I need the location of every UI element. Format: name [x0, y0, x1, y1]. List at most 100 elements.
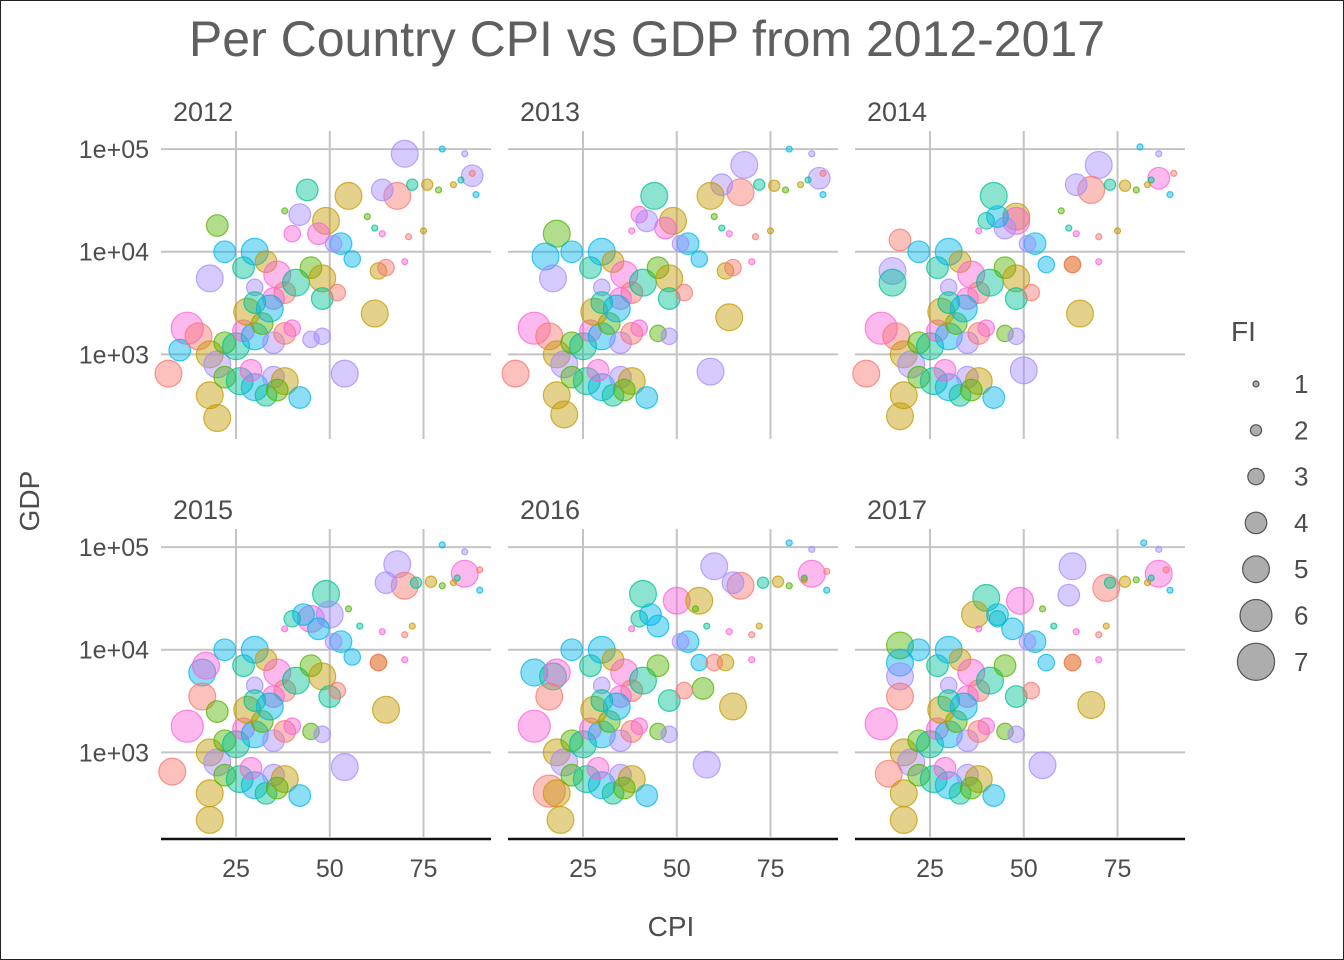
data-point [476, 566, 484, 574]
data-point [449, 181, 458, 189]
data-point [438, 145, 446, 153]
data-point [1063, 653, 1082, 672]
data-point [328, 283, 347, 302]
data-point [438, 582, 446, 590]
data-point [292, 603, 315, 626]
data-point [800, 576, 808, 584]
data-point [532, 774, 566, 808]
facet-panels: 2012 1e+03 1e+04 1e+05 2013 2014 2015 1e+03 1e+0… [79, 97, 1185, 883]
data-point [283, 224, 302, 243]
data-point [933, 358, 957, 382]
data-point [262, 287, 285, 310]
data-point [628, 666, 657, 695]
data-point [660, 327, 679, 346]
data-point [718, 224, 726, 232]
data-point [288, 386, 312, 409]
data-point [959, 776, 983, 800]
data-point [1004, 287, 1028, 310]
data-point [934, 237, 963, 266]
data-point [1023, 630, 1047, 654]
data-point [967, 679, 991, 703]
facet-label: 2015 [173, 495, 233, 525]
data-point [797, 559, 826, 588]
data-point [188, 682, 217, 711]
data-point [1064, 173, 1088, 197]
data-point [675, 283, 694, 302]
data-point [808, 545, 816, 553]
data-point [888, 228, 912, 252]
legend-key [1252, 380, 1260, 388]
data-point [273, 281, 297, 305]
x-tick-label: 25 [916, 855, 944, 883]
data-point [546, 805, 575, 834]
data-point [635, 784, 659, 807]
data-point [1166, 586, 1174, 594]
data-point [993, 216, 1017, 240]
data-point [1143, 181, 1152, 189]
data-point [646, 654, 670, 678]
data-point [240, 635, 269, 664]
data-point [959, 378, 983, 402]
data-point [718, 692, 747, 721]
facet-panel-2016: 2016 25 50 75 [508, 495, 838, 883]
data-point [1002, 206, 1031, 235]
data-point [1155, 545, 1163, 553]
data-point [676, 630, 700, 654]
data-point [590, 689, 614, 712]
data-point [1065, 224, 1073, 232]
data-point [748, 631, 756, 639]
data-point [1077, 690, 1106, 719]
data-point [671, 632, 690, 651]
data-point [1022, 681, 1041, 700]
data-point [700, 552, 729, 581]
data-point [295, 178, 319, 202]
data-point [1113, 227, 1122, 235]
data-point [975, 666, 1004, 695]
data-point [646, 256, 670, 280]
legend-title: FI [1231, 316, 1256, 347]
x-tick-label: 50 [316, 855, 344, 883]
data-point [889, 805, 918, 834]
data-point [1065, 299, 1094, 328]
data-point [372, 695, 401, 724]
data-point [1007, 327, 1026, 346]
data-point [343, 648, 362, 666]
x-axis-title: CPI [648, 911, 695, 942]
data-point [1118, 179, 1132, 192]
data-point [401, 631, 409, 639]
data-point [245, 278, 264, 297]
data-point [852, 359, 881, 388]
data-point [590, 291, 614, 314]
data-point [195, 381, 224, 410]
data-point [1103, 178, 1117, 191]
x-tick-label: 25 [569, 855, 597, 883]
data-point [1009, 356, 1038, 385]
data-point [597, 710, 621, 733]
data-point [956, 287, 979, 310]
data-point [982, 386, 1006, 409]
facet-label: 2016 [520, 495, 580, 525]
data-point [710, 173, 734, 197]
data-point [344, 605, 353, 613]
data-point [609, 685, 632, 708]
data-point [986, 603, 1009, 626]
facet-label: 2017 [867, 495, 927, 525]
data-point [630, 717, 649, 736]
data-point [939, 278, 958, 297]
data-point [640, 181, 669, 210]
legend-key [1244, 511, 1268, 535]
data-point [768, 179, 781, 192]
data-point [330, 753, 359, 782]
data-point [1095, 258, 1103, 266]
data-point [975, 625, 983, 633]
legend-key [1239, 598, 1273, 633]
data-point [1077, 175, 1106, 204]
data-point [1095, 631, 1103, 639]
data-point [1022, 283, 1041, 302]
data-point [646, 614, 670, 638]
data-point [324, 234, 343, 253]
data-point [823, 567, 831, 575]
facet-label: 2013 [520, 97, 580, 127]
data-point [726, 178, 755, 207]
